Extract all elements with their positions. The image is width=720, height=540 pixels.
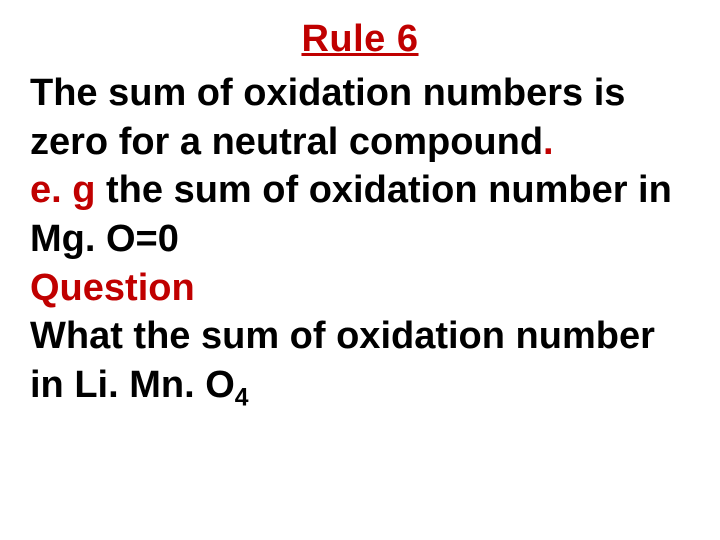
example-body: the sum of oxidation number in Mg. O=0 [30,169,672,260]
rule-dot: . [543,121,554,163]
example-prefix: e. g [30,169,95,211]
slide-container: Rule 6 The sum of oxidation numbers is z… [0,0,720,540]
question-text: What the sum of oxidation number in Li. … [30,315,655,406]
question-label: Question [30,264,690,313]
example-line: e. g the sum of oxidation number in Mg. … [30,166,690,263]
question-subscript: 4 [235,384,249,411]
rule-statement: The sum of oxidation numbers is zero for… [30,69,690,166]
slide-title: Rule 6 [30,18,690,61]
slide-body: The sum of oxidation numbers is zero for… [30,69,690,409]
question-body: What the sum of oxidation number in Li. … [30,312,690,409]
rule-text: The sum of oxidation numbers is zero for… [30,72,625,163]
